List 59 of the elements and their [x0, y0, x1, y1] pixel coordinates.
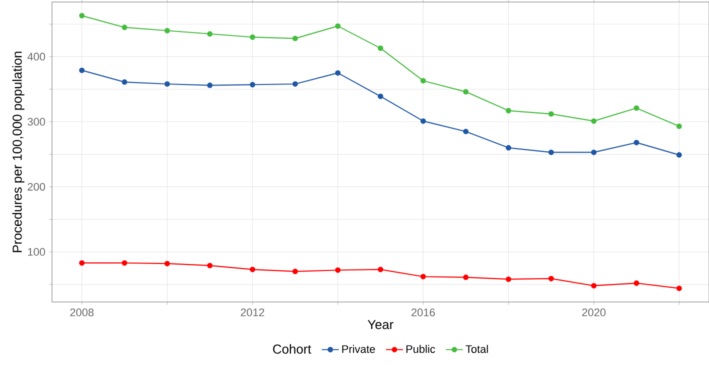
point	[591, 118, 597, 124]
point	[591, 150, 597, 156]
point	[548, 276, 554, 282]
point	[420, 274, 426, 280]
y-tick-label: 400	[27, 52, 46, 61]
point	[207, 82, 213, 88]
x-tick-label: 2012	[240, 308, 264, 316]
point	[292, 268, 298, 274]
legend-label: Private	[342, 344, 375, 353]
point	[250, 82, 256, 88]
legend-label: Total	[466, 344, 488, 353]
legend-label: Public	[406, 344, 436, 353]
point	[463, 274, 469, 280]
point	[506, 145, 512, 151]
point	[335, 70, 341, 76]
point	[634, 105, 640, 111]
point	[79, 260, 85, 266]
point	[79, 68, 85, 74]
point	[378, 94, 384, 100]
point	[676, 152, 682, 158]
point	[420, 118, 426, 124]
point	[676, 286, 682, 292]
point	[207, 31, 213, 37]
point	[463, 89, 469, 95]
x-tick-label: 2008	[70, 308, 94, 316]
point	[335, 267, 341, 273]
point	[335, 23, 341, 29]
point	[250, 34, 256, 40]
point	[164, 28, 170, 34]
y-axis-title: Procedures per 100,000 population	[12, 52, 24, 252]
point	[207, 262, 213, 268]
point	[548, 150, 554, 156]
x-axis-title: Year	[368, 320, 394, 330]
y-tick-label: 100	[28, 248, 46, 256]
point	[506, 108, 512, 114]
point	[420, 78, 426, 84]
point	[250, 266, 256, 272]
point	[506, 276, 512, 282]
point	[122, 79, 128, 85]
point	[634, 280, 640, 286]
point	[591, 282, 597, 288]
point	[122, 24, 128, 30]
point	[634, 140, 640, 146]
point	[292, 36, 298, 42]
point	[164, 81, 170, 87]
y-tick-label: 200	[28, 182, 46, 191]
x-tick-label: 2020	[582, 308, 606, 316]
point	[122, 260, 128, 266]
point	[548, 111, 554, 117]
legend-title: Cohort	[273, 344, 312, 354]
x-tick-label: 2016	[412, 308, 435, 316]
point	[292, 81, 298, 87]
point	[676, 124, 682, 130]
y-tick-label: 300	[28, 118, 46, 126]
point	[79, 12, 85, 18]
point	[463, 128, 469, 134]
point	[378, 45, 384, 51]
point	[378, 266, 384, 272]
point	[164, 260, 170, 266]
